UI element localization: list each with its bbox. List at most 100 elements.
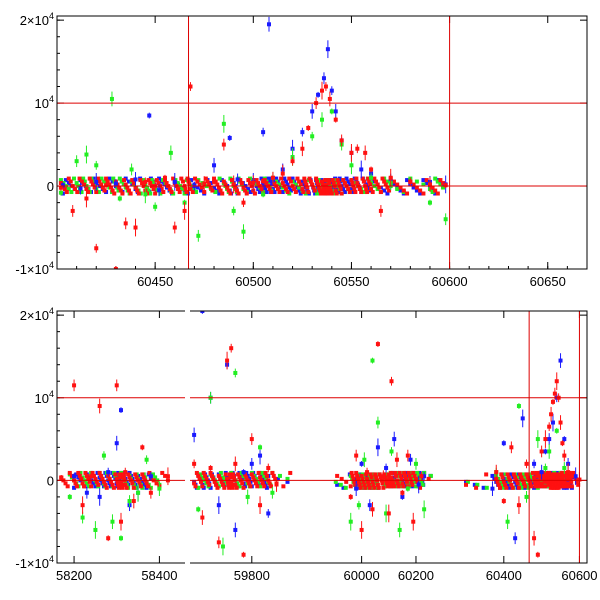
bottom-baseline-point-red bbox=[209, 473, 214, 478]
bottom-baseline-point-red bbox=[399, 476, 404, 481]
bottom-baseline-point-red bbox=[134, 475, 139, 480]
bottom-baseline-point-red bbox=[205, 479, 210, 484]
bottom-baseline-point-red bbox=[160, 470, 165, 475]
top-baseline-point-red bbox=[135, 188, 140, 193]
top-point-red bbox=[251, 180, 256, 185]
bottom-baseline-point-green bbox=[501, 485, 506, 490]
bottom-baseline-point-green bbox=[255, 479, 260, 484]
top-point-blue bbox=[261, 130, 266, 135]
top-baseline-point-red bbox=[421, 191, 426, 196]
top-baseline-point-green bbox=[395, 187, 400, 192]
bottom-baseline-point-red bbox=[348, 484, 353, 489]
top-baseline-point-green bbox=[69, 190, 74, 195]
bottom-baseline-point-green bbox=[343, 485, 348, 490]
bottom-baseline-point-red bbox=[90, 470, 95, 475]
bottom-baseline-point-red bbox=[89, 484, 94, 489]
top-baseline-point-red bbox=[325, 191, 330, 196]
bottom-baseline-point-red bbox=[121, 472, 126, 477]
bottom-baseline-point-red bbox=[397, 470, 402, 475]
bottom-point-blue bbox=[375, 445, 380, 450]
bottom-baseline-point-red bbox=[563, 484, 568, 489]
bottom-baseline-point-red bbox=[513, 475, 518, 480]
top-baseline-point-green bbox=[333, 178, 338, 183]
bottom-baseline-point-red bbox=[500, 475, 505, 480]
bottom-point-red bbox=[119, 519, 123, 524]
bottom-baseline-point-red bbox=[244, 475, 249, 480]
bottom-baseline-point-red bbox=[226, 482, 231, 487]
top-baseline-point-red bbox=[305, 185, 310, 190]
bottom-baseline-point-green bbox=[78, 470, 83, 475]
top-baseline-point-red bbox=[218, 188, 223, 193]
top-baseline-point-red bbox=[326, 178, 331, 183]
bottom-baseline-point-red bbox=[216, 473, 221, 478]
bottom-point-green bbox=[196, 507, 201, 512]
bottom-baseline-point-green bbox=[411, 476, 416, 481]
top-baseline-point-blue bbox=[257, 190, 262, 195]
bottom-baseline-point-red bbox=[574, 479, 579, 484]
top-baseline-point-blue bbox=[290, 176, 295, 181]
bottom-baseline-point-red bbox=[543, 484, 548, 489]
top-point-red bbox=[443, 183, 448, 188]
bottom-baseline-point-red bbox=[119, 482, 124, 487]
bottom-point-red bbox=[140, 445, 145, 450]
top-baseline-point-green bbox=[141, 178, 146, 183]
top-point-green bbox=[117, 196, 122, 201]
bottom-point-red bbox=[165, 474, 170, 479]
bottom-baseline-point-red bbox=[464, 482, 468, 487]
top-baseline-point-red bbox=[316, 182, 321, 187]
bottom-baseline-point-red bbox=[366, 482, 371, 487]
bottom-baseline-point-red bbox=[360, 476, 365, 481]
top-baseline-point-red bbox=[188, 187, 193, 192]
bottom-baseline-point-red bbox=[542, 476, 547, 481]
top-baseline-point-red bbox=[380, 176, 385, 181]
top-baseline-point-red bbox=[195, 179, 200, 184]
top-baseline-point-green bbox=[385, 179, 390, 184]
bottom-baseline-point-red bbox=[355, 473, 360, 478]
top-baseline-point-red bbox=[320, 179, 324, 184]
bottom-baseline-point-red bbox=[115, 479, 120, 484]
top-point-red bbox=[323, 84, 328, 89]
top-point-red bbox=[70, 208, 75, 213]
top-baseline-point-blue bbox=[346, 179, 351, 184]
bottom-point-red bbox=[249, 437, 254, 442]
bottom-baseline-point-red bbox=[218, 476, 223, 481]
bottom-baseline-point-red bbox=[281, 484, 286, 489]
top-baseline-point-red bbox=[364, 187, 369, 192]
bottom-point-blue bbox=[422, 474, 427, 479]
top-point-blue bbox=[329, 88, 334, 93]
top-baseline-point-blue bbox=[298, 191, 303, 196]
bottom-baseline-point-green bbox=[258, 484, 263, 489]
bottom-point-red bbox=[501, 499, 506, 504]
top-baseline-point-blue bbox=[287, 185, 292, 190]
top-baseline-point-red bbox=[246, 178, 251, 183]
top-baseline-point-red bbox=[202, 190, 207, 195]
top-point-red bbox=[290, 159, 295, 164]
top-baseline-point-red bbox=[154, 178, 159, 183]
bottom-baseline-point-red bbox=[389, 475, 394, 480]
bottom-baseline-point-red bbox=[228, 475, 233, 480]
bottom-point-green bbox=[220, 544, 225, 549]
top-point-red bbox=[339, 138, 344, 143]
top-baseline-point-red bbox=[301, 190, 306, 195]
top-baseline-point-green bbox=[421, 182, 426, 187]
top-baseline-point-red bbox=[391, 179, 396, 184]
top-baseline-point-red bbox=[334, 191, 339, 196]
bottom-point-red bbox=[532, 536, 537, 541]
bottom-baseline-point-green bbox=[409, 473, 414, 478]
top-point-green bbox=[143, 192, 148, 197]
top-baseline-point-red bbox=[248, 181, 253, 186]
bottom-baseline-point-red bbox=[484, 472, 489, 477]
bottom-baseline-point-red bbox=[377, 472, 382, 477]
bottom-baseline-point-blue bbox=[95, 470, 100, 475]
top-baseline-point-red bbox=[370, 190, 375, 195]
bottom-baseline-point-red bbox=[163, 473, 168, 478]
bottom-baseline-point-red bbox=[365, 479, 370, 484]
top-baseline-point-red bbox=[331, 181, 336, 186]
bottom-point-green bbox=[233, 370, 238, 375]
top-baseline-point-green bbox=[303, 191, 308, 196]
top-baseline-point-red bbox=[269, 190, 274, 195]
top-baseline-point-red bbox=[287, 176, 292, 181]
top-baseline-point-red bbox=[94, 190, 99, 195]
bottom-baseline-point-green bbox=[235, 481, 240, 486]
bottom-baseline-point-red bbox=[426, 476, 431, 481]
